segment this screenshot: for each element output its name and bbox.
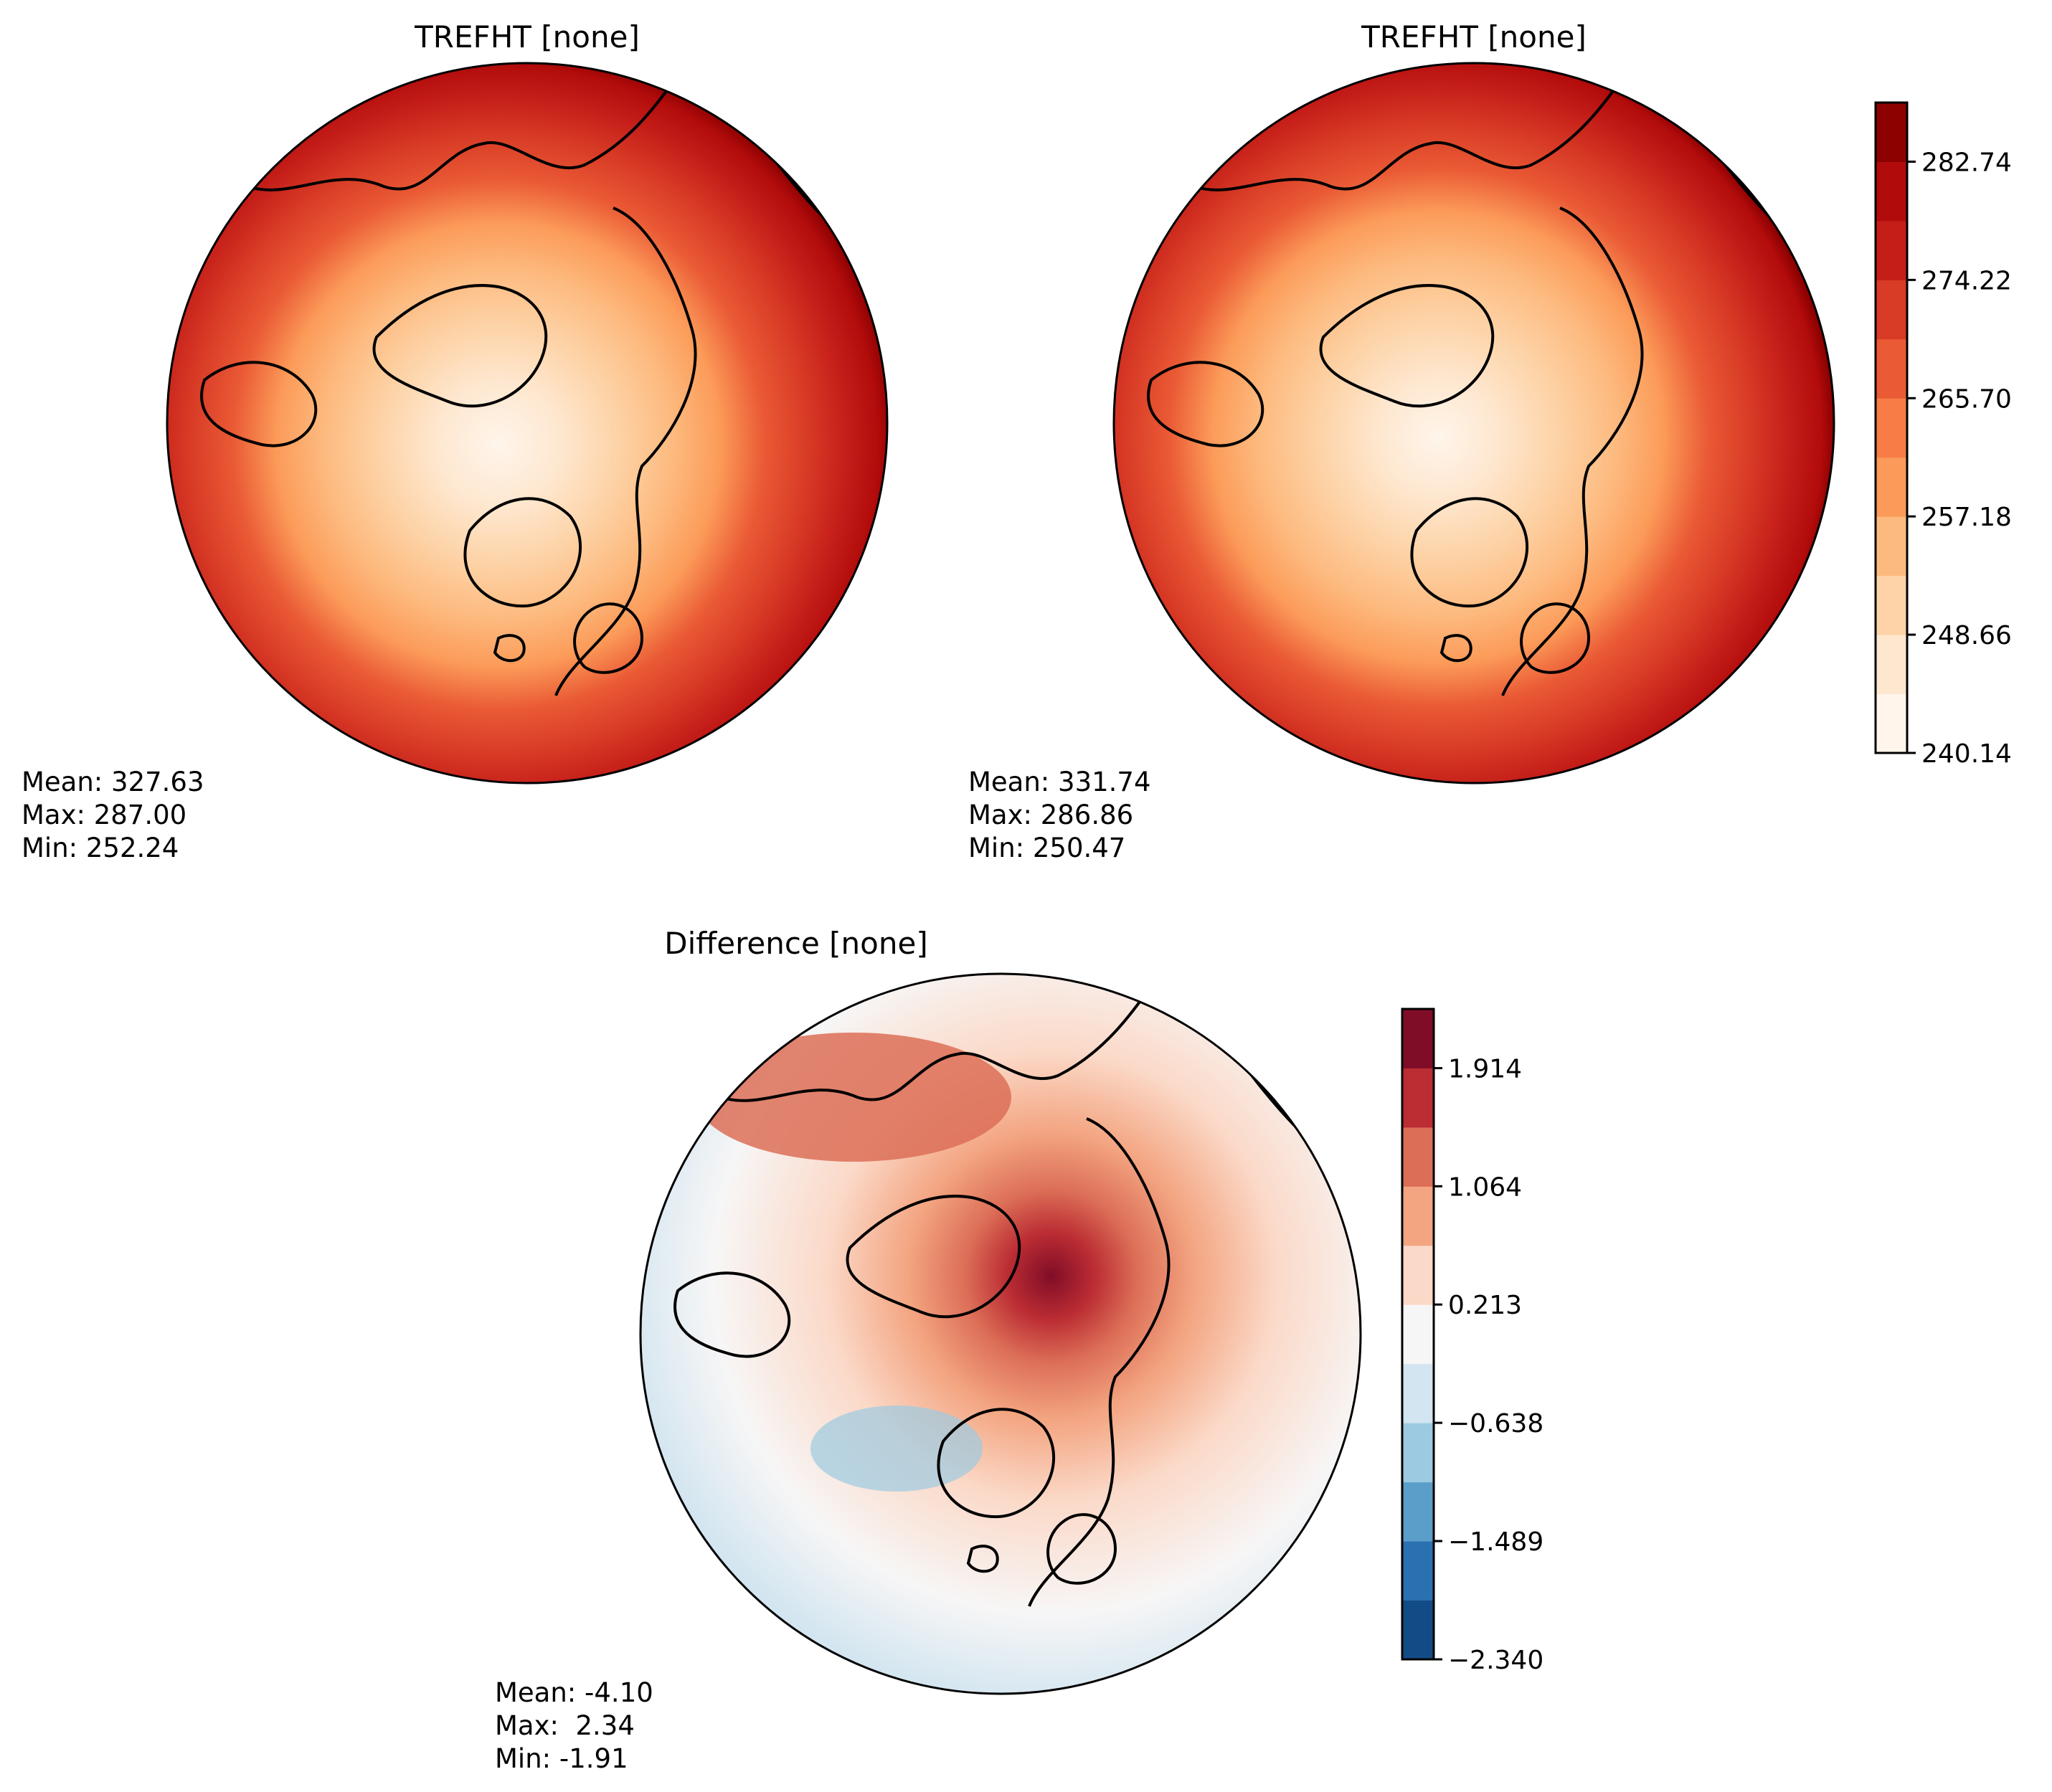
trefht-colorbar-swatch — [1876, 635, 1907, 695]
stat-max-reference: Max: 287.00 — [22, 800, 186, 830]
stat-min-test: Min: 250.47 — [968, 833, 1125, 863]
map-field-reference — [167, 63, 887, 783]
map-title-difference: Difference [none] — [664, 926, 927, 961]
map-boundary-test — [1112, 62, 1835, 784]
stat-mean-reference: Mean: 327.63 — [22, 767, 204, 797]
difference-colorbar-swatch — [1402, 1482, 1434, 1542]
trefht-colorbar-swatch — [1876, 280, 1907, 340]
map-panel-difference: Difference [none] Mean: -4.10 Max: 2.34 … — [495, 926, 1362, 1774]
difference-colorbar-swatch — [1402, 1245, 1434, 1305]
trefht-colorbar-tick-label: 240.14 — [1921, 739, 2012, 769]
map-title-reference: TREFHT [none] — [414, 19, 640, 54]
stat-max-difference: Max: 2.34 — [495, 1710, 635, 1741]
stat-min-reference: Min: 252.24 — [22, 833, 179, 863]
trefht-colorbar-tick-label: 265.70 — [1921, 384, 2012, 414]
difference-colorbar-tick-label: 1.914 — [1448, 1055, 1522, 1084]
difference-colorbar-swatch — [1402, 1068, 1434, 1128]
trefht-colorbar-swatch — [1876, 398, 1907, 458]
difference-colorbar-swatch — [1402, 1009, 1434, 1068]
difference-colorbar-swatch — [1402, 1186, 1434, 1246]
trefht-colorbar-swatch — [1876, 220, 1907, 280]
map-field-test — [1114, 63, 1834, 783]
trefht-colorbar-swatch — [1876, 575, 1907, 635]
trefht-colorbar-swatch — [1876, 103, 1907, 162]
map-panel-test: TREFHT [none] Mean: 331.74 Max: 286.86 M… — [968, 19, 1835, 863]
difference-colorbar-tick-label: −0.638 — [1448, 1409, 1543, 1438]
difference-colorbar-tick-label: 0.213 — [1448, 1291, 1522, 1320]
map-title-test: TREFHT [none] — [1361, 19, 1587, 54]
difference-colorbar-tick-label: −2.340 — [1448, 1646, 1543, 1675]
difference-colorbar-frame — [1401, 1008, 1435, 1661]
difference-colorbar-swatch — [1402, 1127, 1434, 1187]
diff-anomaly-greenland — [810, 1405, 983, 1492]
difference-colorbar-swatch — [1402, 1304, 1434, 1365]
difference-colorbar-tick-label: 1.064 — [1448, 1172, 1522, 1202]
difference-colorbar-swatch — [1402, 1363, 1434, 1423]
colorbar-trefht: 240.14 248.66 257.18 265.70 274.22 282.74 — [1874, 101, 2012, 769]
trefht-colorbar-swatch — [1876, 516, 1907, 577]
difference-colorbar-swatch — [1402, 1423, 1434, 1483]
stat-mean-difference: Mean: -4.10 — [495, 1677, 653, 1708]
stat-max-test: Max: 286.86 — [968, 800, 1133, 830]
trefht-colorbar-tick-label: 274.22 — [1921, 266, 2012, 295]
map-boundary-difference — [639, 972, 1362, 1695]
trefht-colorbar-swatch — [1876, 693, 1907, 754]
difference-colorbar-swatch — [1402, 1600, 1434, 1660]
trefht-colorbar-swatch — [1876, 457, 1907, 517]
map-panel-reference: TREFHT [none] Mean: 327.63 Max: 287.00 M… — [22, 19, 889, 863]
difference-colorbar-swatch — [1402, 1541, 1434, 1601]
trefht-colorbar-swatch — [1876, 338, 1907, 399]
trefht-colorbar-swatch — [1876, 161, 1907, 222]
trefht-colorbar-tick-label: 248.66 — [1921, 621, 2012, 650]
trefht-colorbar-frame — [1874, 101, 1909, 754]
colorbar-difference: −2.340 −1.489 −0.638 0.213 1.064 1.914 — [1401, 1008, 1543, 1675]
stat-mean-test: Mean: 331.74 — [968, 767, 1151, 797]
difference-colorbar-tick-label: −1.489 — [1448, 1527, 1543, 1557]
trefht-colorbar-tick-label: 282.74 — [1921, 148, 2012, 177]
map-boundary-reference — [166, 62, 889, 784]
trefht-colorbar-tick-label: 257.18 — [1921, 503, 2012, 532]
stat-min-difference: Min: -1.91 — [495, 1743, 628, 1774]
